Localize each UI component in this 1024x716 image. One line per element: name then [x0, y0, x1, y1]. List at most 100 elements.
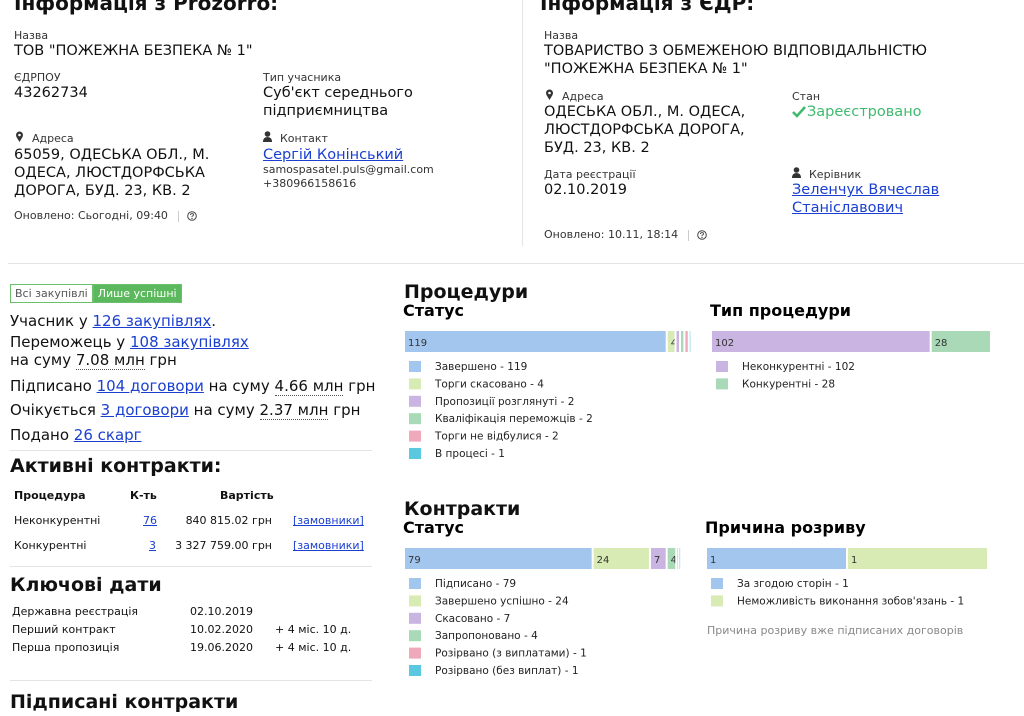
section-title: Ключові дати [10, 574, 162, 596]
help-icon[interactable] [187, 211, 197, 221]
value: Суб'єкт середнього підприємництва [263, 85, 413, 119]
bar-label: 4 [671, 338, 677, 349]
td: 3 327 759.00 грн [175, 539, 272, 552]
legend-label: В процесі - 1 [435, 448, 505, 460]
value: ТОВ "ПОЖЕЖНА БЕЗПЕКА № 1" [14, 43, 253, 59]
summary-line: Учасник у 126 закупівлях. [10, 310, 216, 332]
text: на суму [193, 401, 255, 419]
legend-label: Неконкурентні - 102 [742, 361, 855, 373]
label: Тип учасника [263, 71, 342, 84]
legend-label: Скасовано - 7 [435, 613, 510, 625]
chart-title: Статус [403, 518, 464, 537]
buyers-link[interactable]: [замовники] [293, 514, 364, 527]
text: грн [348, 377, 376, 395]
help-icon[interactable] [697, 230, 707, 240]
amount: 4.66 млн [274, 377, 344, 396]
link[interactable]: 3 договори [100, 401, 189, 419]
count-link[interactable]: 3 [149, 539, 156, 552]
bar-segment [680, 331, 684, 352]
summary-line: Підписано 104 договори на суму 4.66 млн … [10, 375, 375, 397]
bar-label: 119 [408, 338, 427, 349]
text: Переможець у [10, 333, 126, 351]
link[interactable]: 108 закупівлях [129, 333, 249, 351]
text: на суму [208, 377, 270, 395]
legend-label: Торги скасовано - 4 [434, 378, 544, 390]
legend-swatch [409, 647, 421, 659]
person-icon [263, 131, 272, 142]
bar-segment [676, 331, 679, 352]
divider [10, 566, 372, 567]
contact-link[interactable]: Сергій Конінський [263, 147, 404, 163]
td: Перша пропозиція [12, 641, 120, 654]
note: Причина розриву вже підписаних договорів [707, 624, 964, 637]
link[interactable]: 104 договори [96, 377, 204, 395]
legend-label: За згодою сторін - 1 [737, 578, 849, 590]
link[interactable]: 126 закупівлях [92, 312, 212, 330]
person-icon [792, 167, 801, 178]
legend-label: Розірвано (без виплат) - 1 [435, 665, 579, 677]
bar-segment [931, 331, 990, 352]
td: 02.10.2019 [190, 605, 253, 618]
legend-label: Завершено - 119 [435, 361, 527, 373]
label: Керівник [809, 168, 862, 181]
legend-label: Кваліфікація переможців - 2 [435, 413, 593, 425]
updated: Оновлено: Сьогодні, 09:40 [14, 209, 197, 223]
value: 65059, ОДЕСЬКА ОБЛ., М. ОДЕСА, ЛЮСТДОРФС… [14, 147, 210, 199]
bar-segment [667, 548, 676, 569]
updated-text: Оновлено: Сьогодні, 09:40 [14, 209, 168, 222]
value: ОДЕСЬКА ОБЛ., М. ОДЕСА, ЛЮСТДОРФСЬКА ДОР… [544, 104, 746, 156]
td: Конкурентні [14, 539, 87, 552]
pin-icon [16, 131, 23, 142]
legend-label: Підписано - 79 [435, 578, 516, 590]
value: ТОВАРИСТВО З ОБМЕЖЕНОЮ ВІДПОВІДАЛЬНІСТЮ … [544, 43, 927, 77]
legend-swatch [409, 612, 421, 624]
bar-label: 2 [688, 338, 694, 349]
text: Підписано [10, 377, 92, 395]
bar-label: 102 [715, 338, 734, 349]
legend-label: Торги не відбулися - 2 [434, 431, 559, 443]
label: Дата реєстрації [544, 168, 636, 181]
legend-swatch [409, 378, 421, 390]
bar-label: 79 [408, 555, 421, 566]
filter-button[interactable]: Всі закупівлі [10, 284, 93, 303]
legend-swatch [711, 595, 723, 607]
updated-text: Оновлено: 10.11, 18:14 [544, 228, 679, 241]
legend-swatch [716, 378, 728, 390]
legend-swatch [711, 578, 723, 589]
label: Назва [14, 29, 49, 42]
bar-segment [848, 548, 987, 569]
summary-line: Подано 26 скарг [10, 424, 142, 446]
check-icon [792, 106, 806, 118]
th: Вартість [220, 489, 274, 502]
bar-label: 1 [683, 555, 689, 566]
amount: 2.37 млн [259, 401, 329, 420]
bar-segment [405, 548, 592, 569]
bar-segment [685, 331, 688, 352]
buyers-link[interactable]: [замовники] [293, 539, 364, 552]
bar-segment [650, 548, 666, 569]
chart-title: Тип процедури [710, 301, 851, 320]
legend-swatch [409, 361, 421, 372]
label: Контакт [280, 132, 328, 145]
state: Зареєстровано [807, 104, 922, 120]
bar-segment [679, 548, 681, 569]
bar-label: 4 [671, 555, 677, 566]
edr-title: Інформація з ЄДР: [540, 0, 755, 15]
bar-label: 28 [935, 338, 948, 349]
divider [10, 450, 372, 451]
count-link[interactable]: 76 [143, 514, 157, 527]
link[interactable]: 26 скарг [73, 426, 142, 444]
filter-button[interactable]: Лише успішні [92, 284, 182, 303]
td: 10.02.2020 [190, 623, 253, 636]
text: грн [333, 401, 361, 419]
value: 02.10.2019 [544, 182, 628, 198]
head-link[interactable]: Зеленчук Вячеслав Станіславович [792, 182, 940, 216]
legend-label: Запропоновано - 4 [435, 630, 538, 642]
bar-label: 1 [851, 555, 857, 566]
phone: +380966158616 [263, 177, 357, 190]
legend-swatch [409, 665, 421, 676]
td: Неконкурентні [14, 514, 101, 527]
legend-label: Неможливість виконання зобов'язань - 1 [737, 595, 964, 607]
section-title: Контракти [404, 498, 521, 520]
